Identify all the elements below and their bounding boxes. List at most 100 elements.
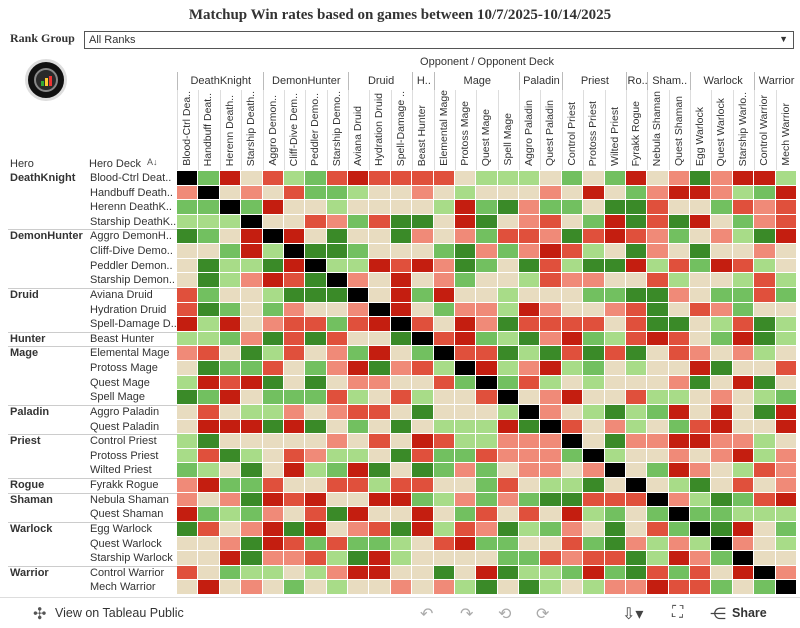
matchup-cell[interactable] (690, 200, 712, 215)
matchup-cell[interactable] (497, 244, 520, 259)
matchup-cell[interactable] (754, 346, 776, 362)
matchup-cell[interactable] (732, 404, 755, 420)
matchup-cell[interactable] (198, 565, 220, 581)
matchup-cell[interactable] (775, 507, 797, 522)
matchup-cell[interactable] (668, 478, 691, 493)
matchup-cell[interactable] (561, 317, 584, 332)
matchup-cell[interactable] (754, 244, 776, 259)
matchup-cell[interactable] (754, 448, 776, 464)
matchup-cell[interactable] (412, 185, 434, 201)
matchup-cell[interactable] (711, 390, 733, 405)
matchup-cell[interactable] (369, 565, 391, 581)
matchup-cell[interactable] (198, 361, 220, 376)
matchup-cell[interactable] (775, 200, 797, 215)
matchup-cell[interactable] (348, 214, 370, 230)
matchup-cell[interactable] (711, 507, 733, 522)
matchup-cell[interactable] (519, 331, 541, 347)
matchup-cell[interactable] (668, 273, 691, 288)
matchup-cell[interactable] (390, 302, 413, 318)
matchup-cell[interactable] (326, 317, 349, 332)
matchup-cell[interactable] (497, 536, 520, 552)
matchup-cell[interactable] (583, 448, 605, 464)
matchup-cell[interactable] (241, 565, 263, 581)
matchup-cell[interactable] (326, 507, 349, 522)
matchup-cell[interactable] (198, 463, 220, 479)
matchup-cell[interactable] (219, 258, 242, 274)
matchup-cell[interactable] (668, 200, 691, 215)
matchup-cell[interactable] (519, 419, 541, 435)
matchup-cell[interactable] (583, 521, 605, 537)
matchup-cell[interactable] (262, 200, 284, 215)
undo-icon[interactable]: ↶ (420, 606, 434, 623)
matchup-cell[interactable] (390, 287, 413, 303)
matchup-cell[interactable] (647, 258, 669, 274)
matchup-cell[interactable] (625, 565, 648, 581)
matchup-cell[interactable] (754, 492, 776, 508)
matchup-cell[interactable] (754, 478, 776, 493)
matchup-cell[interactable] (348, 317, 370, 332)
matchup-cell[interactable] (241, 404, 263, 420)
matchup-cell[interactable] (476, 448, 498, 464)
matchup-cell[interactable] (775, 463, 797, 479)
matchup-cell[interactable] (305, 287, 327, 303)
matchup-cell[interactable] (668, 244, 691, 259)
matchup-cell[interactable] (262, 302, 284, 318)
matchup-cell[interactable] (198, 244, 220, 259)
matchup-cell[interactable] (348, 536, 370, 552)
matchup-cell[interactable] (711, 419, 733, 435)
matchup-cell[interactable] (668, 331, 691, 347)
matchup-cell[interactable] (690, 463, 712, 479)
matchup-cell[interactable] (326, 434, 349, 449)
matchup-cell[interactable] (668, 317, 691, 332)
matchup-cell[interactable] (647, 361, 669, 376)
matchup-cell[interactable] (262, 580, 284, 595)
matchup-cell[interactable] (390, 361, 413, 376)
matchup-cell[interactable] (711, 463, 733, 479)
matchup-cell[interactable] (326, 244, 349, 259)
matchup-cell[interactable] (561, 361, 584, 376)
matchup-cell[interactable] (625, 507, 648, 522)
matchup-cell[interactable] (732, 536, 755, 552)
matchup-cell[interactable] (454, 258, 477, 274)
matchup-cell[interactable] (711, 434, 733, 449)
matchup-cell[interactable] (177, 551, 199, 566)
matchup-cell[interactable] (348, 478, 370, 493)
matchup-cell[interactable] (732, 287, 755, 303)
matchup-cell[interactable] (219, 273, 242, 288)
matchup-cell[interactable] (497, 361, 520, 376)
matchup-cell[interactable] (219, 185, 242, 201)
matchup-cell[interactable] (454, 244, 477, 259)
matchup-cell[interactable] (497, 214, 520, 230)
matchup-cell[interactable] (647, 171, 669, 186)
matchup-cell[interactable] (540, 404, 562, 420)
matchup-cell[interactable] (305, 229, 327, 245)
matchup-cell[interactable] (647, 434, 669, 449)
matchup-cell[interactable] (668, 214, 691, 230)
matchup-cell[interactable] (412, 346, 434, 362)
matchup-cell[interactable] (668, 536, 691, 552)
matchup-cell[interactable] (177, 214, 199, 230)
matchup-cell[interactable] (604, 346, 626, 362)
matchup-cell[interactable] (604, 317, 626, 332)
matchup-cell[interactable] (412, 492, 434, 508)
matchup-cell[interactable] (241, 185, 263, 201)
matchup-cell[interactable] (283, 185, 306, 201)
matchup-cell[interactable] (476, 419, 498, 435)
matchup-cell[interactable] (476, 287, 498, 303)
matchup-cell[interactable] (647, 507, 669, 522)
matchup-cell[interactable] (326, 536, 349, 552)
matchup-cell[interactable] (775, 287, 797, 303)
matchup-cell[interactable] (519, 551, 541, 566)
matchup-cell[interactable] (412, 171, 434, 186)
matchup-cell[interactable] (326, 551, 349, 566)
matchup-cell[interactable] (305, 434, 327, 449)
matchup-cell[interactable] (219, 346, 242, 362)
matchup-cell[interactable] (604, 478, 626, 493)
matchup-cell[interactable] (497, 375, 520, 391)
matchup-cell[interactable] (369, 507, 391, 522)
matchup-cell[interactable] (497, 229, 520, 245)
matchup-cell[interactable] (412, 361, 434, 376)
matchup-cell[interactable] (583, 361, 605, 376)
matchup-cell[interactable] (668, 361, 691, 376)
matchup-cell[interactable] (497, 273, 520, 288)
